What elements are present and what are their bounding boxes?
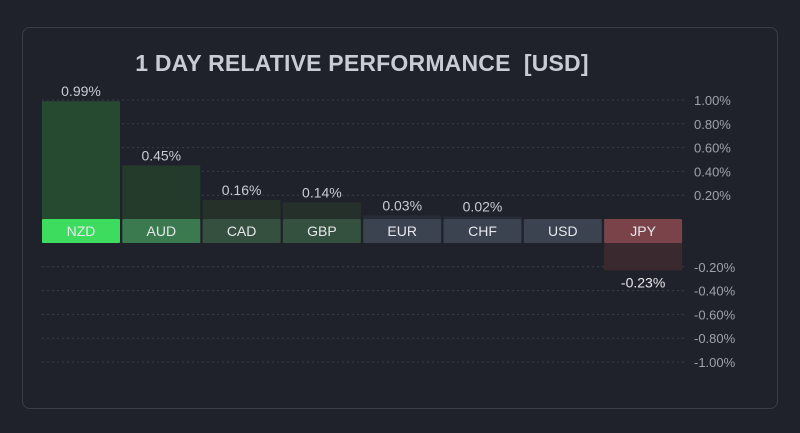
category-chip bbox=[604, 219, 683, 243]
category-chip bbox=[363, 219, 442, 243]
value-label: 0.16% bbox=[222, 182, 262, 198]
category-chip bbox=[282, 219, 361, 243]
category-chip bbox=[443, 219, 522, 243]
category-label: USD bbox=[548, 223, 578, 239]
y-tick-label: -0.60% bbox=[694, 307, 736, 322]
category-chip bbox=[202, 219, 281, 243]
y-tick-label: -1.00% bbox=[694, 355, 736, 370]
category-label: AUD bbox=[147, 223, 177, 239]
y-tick-label: 0.80% bbox=[694, 117, 731, 132]
value-label: 0.45% bbox=[141, 147, 181, 163]
category-chip bbox=[42, 219, 120, 243]
y-tick-label: 0.60% bbox=[694, 141, 731, 156]
y-tick-label: -0.40% bbox=[694, 284, 736, 299]
bar bbox=[282, 202, 361, 219]
y-tick-label: 0.40% bbox=[694, 164, 731, 179]
category-label: NZD bbox=[67, 223, 96, 239]
category-label: JPY bbox=[630, 223, 656, 239]
value-label: 0.99% bbox=[61, 83, 101, 99]
category-chip bbox=[523, 219, 602, 243]
category-chip bbox=[122, 219, 201, 243]
y-tick-label: 0.20% bbox=[694, 188, 731, 203]
bar bbox=[604, 243, 683, 271]
y-tick-label: -0.80% bbox=[694, 331, 736, 346]
value-label: 0.14% bbox=[302, 184, 342, 200]
category-label: GBP bbox=[307, 223, 337, 239]
category-label: CAD bbox=[227, 223, 257, 239]
category-label: CHF bbox=[468, 223, 497, 239]
bar bbox=[202, 199, 281, 219]
category-label: EUR bbox=[387, 223, 417, 239]
bar bbox=[122, 165, 201, 219]
y-tick-label: 1.00% bbox=[694, 93, 731, 108]
bar bbox=[42, 101, 120, 219]
value-label: 0.02% bbox=[463, 199, 503, 215]
bar bbox=[443, 216, 522, 219]
y-tick-label: -0.20% bbox=[694, 260, 736, 275]
value-label: -0.23% bbox=[621, 274, 665, 290]
chart-title: 1 DAY RELATIVE PERFORMANCE [USD] bbox=[135, 50, 589, 76]
bar bbox=[363, 215, 442, 219]
value-label: 0.03% bbox=[382, 197, 422, 213]
